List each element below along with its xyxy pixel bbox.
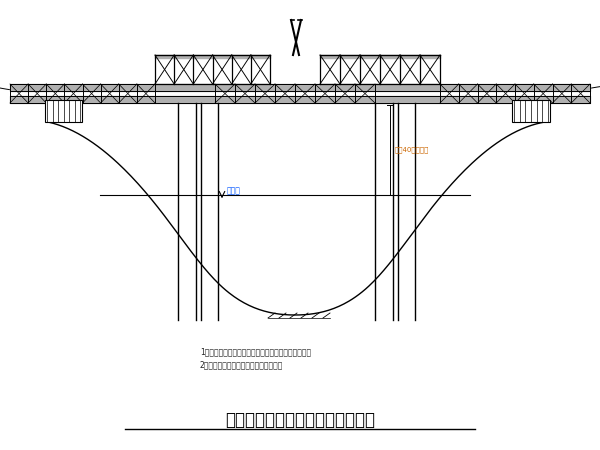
Text: 通启运河特大桥贝雷钢便桥示意图: 通启运河特大桥贝雷钢便桥示意图 xyxy=(225,411,375,429)
Bar xyxy=(45,100,82,122)
Text: 2、荷载等能力应工开门以设载量计算。: 2、荷载等能力应工开门以设载量计算。 xyxy=(200,360,283,369)
Text: 通航40重大桥距: 通航40重大桥距 xyxy=(395,147,430,153)
Text: 1、平面贝雷架与上承贝雷下兼贝雷组合，以利通航。: 1、平面贝雷架与上承贝雷下兼贝雷组合，以利通航。 xyxy=(200,347,311,356)
Text: 常水位: 常水位 xyxy=(227,186,241,195)
Bar xyxy=(512,100,550,122)
